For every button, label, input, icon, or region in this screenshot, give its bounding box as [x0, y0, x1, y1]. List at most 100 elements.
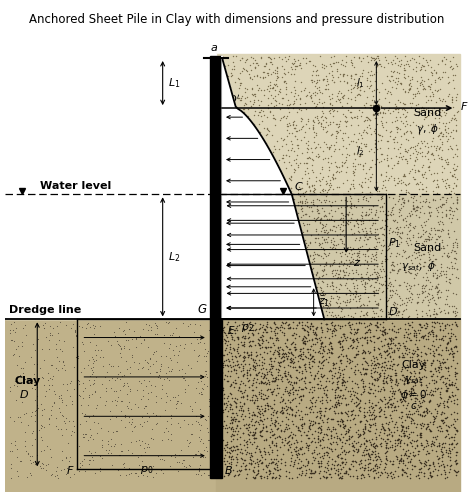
Point [305, 153, 313, 161]
Point [275, 475, 283, 483]
Point [226, 234, 233, 242]
Point [360, 260, 367, 268]
Point [246, 175, 254, 183]
Point [311, 438, 319, 446]
Point [255, 388, 263, 396]
Point [135, 461, 142, 469]
Point [294, 189, 302, 197]
Point [407, 77, 414, 84]
Point [422, 366, 429, 374]
Point [219, 177, 227, 185]
Point [447, 167, 454, 175]
Point [249, 391, 257, 399]
Point [414, 407, 422, 415]
Point [373, 183, 380, 191]
Point [271, 375, 279, 383]
Point [266, 58, 273, 66]
Point [243, 448, 250, 456]
Point [448, 264, 456, 272]
Point [232, 248, 239, 255]
Point [191, 320, 199, 328]
Point [438, 408, 446, 416]
Point [371, 143, 378, 151]
Point [44, 376, 51, 384]
Point [263, 386, 271, 394]
Point [411, 92, 419, 100]
Point [280, 245, 288, 253]
Point [316, 424, 323, 432]
Point [282, 209, 290, 217]
Point [219, 306, 227, 314]
Point [266, 148, 273, 156]
Point [315, 423, 323, 431]
Point [430, 416, 438, 424]
Point [436, 427, 444, 435]
Point [442, 426, 449, 434]
Point [293, 62, 301, 70]
Point [257, 241, 265, 248]
Point [357, 390, 365, 398]
Point [362, 285, 369, 293]
Point [246, 303, 254, 311]
Point [368, 405, 376, 413]
Point [392, 378, 400, 386]
Point [310, 184, 318, 192]
Point [266, 263, 273, 271]
Point [366, 389, 374, 397]
Point [328, 105, 336, 113]
Point [275, 352, 283, 360]
Point [263, 462, 270, 470]
Point [449, 309, 457, 317]
Point [278, 373, 286, 381]
Point [315, 242, 323, 249]
Point [318, 358, 326, 366]
Point [262, 219, 270, 227]
Point [254, 460, 262, 468]
Point [395, 457, 403, 465]
Point [379, 264, 387, 272]
Point [356, 418, 364, 426]
Point [418, 428, 425, 436]
Point [321, 260, 328, 268]
Point [376, 144, 384, 152]
Point [346, 447, 353, 455]
Point [429, 123, 437, 131]
Point [161, 406, 169, 414]
Point [367, 369, 375, 377]
Point [289, 411, 296, 419]
Point [308, 383, 316, 391]
Point [420, 361, 428, 369]
Point [355, 180, 362, 188]
Point [269, 364, 276, 372]
Point [177, 400, 184, 408]
Point [88, 449, 95, 457]
Point [296, 363, 304, 371]
Point [397, 238, 405, 246]
Point [254, 466, 262, 474]
Point [112, 387, 120, 395]
Point [241, 332, 249, 340]
Point [447, 258, 454, 266]
Point [324, 85, 331, 93]
Point [364, 455, 372, 463]
Point [310, 77, 317, 85]
Point [262, 262, 269, 270]
Point [303, 164, 311, 172]
Point [366, 116, 374, 124]
Point [340, 377, 348, 385]
Point [325, 308, 332, 316]
Point [435, 349, 442, 357]
Point [28, 384, 36, 392]
Point [310, 251, 317, 259]
Point [125, 445, 132, 453]
Point [268, 458, 275, 466]
Point [313, 334, 321, 342]
Point [372, 274, 379, 282]
Point [365, 147, 373, 155]
Point [361, 464, 368, 472]
Point [296, 354, 304, 362]
Point [273, 334, 280, 342]
Point [443, 119, 450, 127]
Point [379, 223, 386, 231]
Point [413, 431, 421, 439]
